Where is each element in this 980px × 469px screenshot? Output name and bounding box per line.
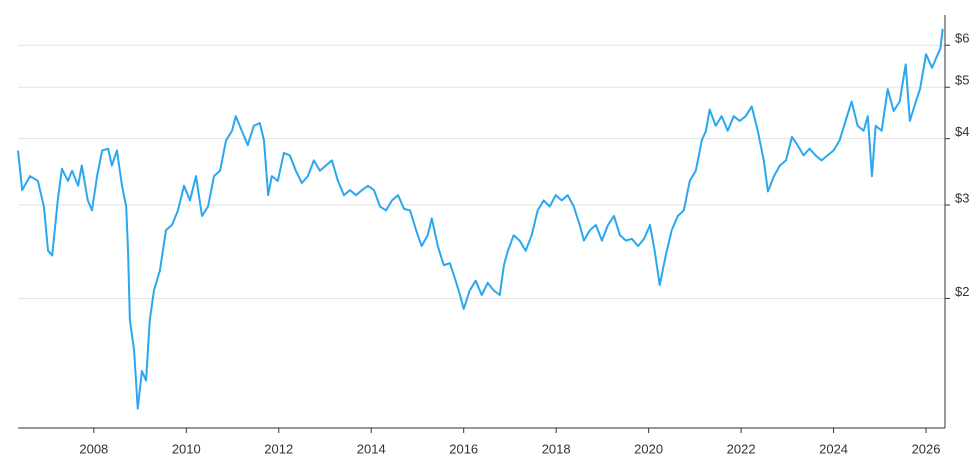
x-tick-label: 2018	[542, 441, 571, 456]
price-line	[17, 28, 944, 410]
y-tick-label: $6	[955, 31, 969, 46]
x-tick-label: 2010	[172, 441, 201, 456]
y-tick-label: $4	[955, 124, 969, 139]
y-tick-label: $3	[955, 190, 969, 205]
x-tick-label: 2008	[79, 441, 108, 456]
grid	[18, 44, 945, 299]
x-tick-label: 2014	[357, 441, 386, 456]
x-tick-label: 2022	[727, 441, 756, 456]
x-tick-label: 2016	[449, 441, 478, 456]
x-tick-label: 2020	[634, 441, 663, 456]
x-tick-label: 2024	[819, 441, 848, 456]
y-tick-label: $5	[955, 73, 969, 88]
x-tick-label: 2012	[264, 441, 293, 456]
x-tick-label: 2026	[912, 441, 941, 456]
y-tick-label: $2	[955, 284, 969, 299]
